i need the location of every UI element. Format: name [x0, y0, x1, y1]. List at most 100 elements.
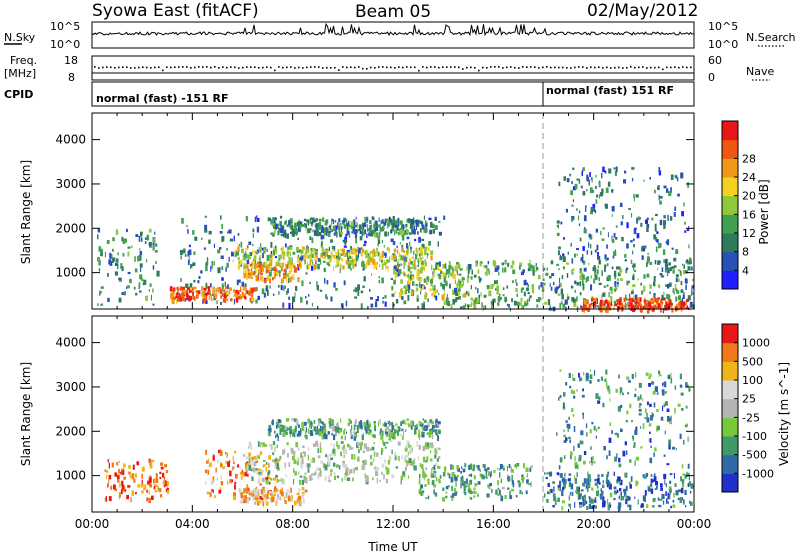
data-cell: [269, 490, 272, 494]
data-cell: [245, 456, 249, 460]
data-cell: [341, 220, 345, 225]
data-cell: [192, 296, 196, 300]
data-cell: [269, 266, 272, 270]
data-cell: [247, 274, 251, 279]
data-cell: [262, 464, 266, 467]
data-cell: [653, 189, 656, 194]
data-cell: [463, 480, 466, 485]
freq-point: [666, 66, 668, 69]
data-cell: [208, 231, 211, 235]
data-cell: [281, 425, 285, 432]
data-cell: [331, 245, 334, 250]
data-cell: [186, 294, 189, 300]
data-cell: [310, 477, 313, 480]
data-cell: [537, 275, 541, 280]
data-cell: [321, 430, 324, 434]
data-cell: [210, 294, 212, 301]
data-cell: [431, 425, 435, 429]
data-cell: [138, 236, 141, 242]
data-cell: [443, 291, 446, 296]
freq-point: [138, 66, 140, 69]
data-cell: [582, 413, 584, 419]
data-cell: [528, 264, 530, 268]
data-cell: [664, 479, 666, 485]
data-cell: [364, 240, 367, 244]
data-cell: [464, 463, 467, 468]
data-cell: [596, 194, 598, 198]
data-cell: [580, 305, 582, 308]
nsearch-tick-top: 10^5: [708, 20, 738, 33]
freq-point: [158, 66, 160, 68]
data-cell: [456, 474, 459, 478]
data-cell: [335, 251, 338, 256]
data-cell: [419, 220, 422, 225]
data-cell: [446, 293, 448, 298]
data-cell: [454, 492, 457, 496]
data-cell: [361, 228, 363, 235]
data-cell: [671, 302, 673, 306]
data-cell: [684, 278, 688, 284]
data-cell: [429, 430, 433, 433]
data-cell: [205, 262, 208, 267]
freq-point: [198, 66, 200, 68]
data-cell: [327, 255, 330, 260]
data-cell: [330, 469, 333, 473]
data-cell: [290, 262, 293, 265]
data-cell: [578, 372, 580, 378]
data-cell: [526, 473, 528, 478]
data-cell: [668, 444, 671, 450]
data-cell: [630, 240, 633, 243]
data-cell: [395, 272, 398, 277]
data-cell: [221, 266, 224, 270]
data-cell: [338, 428, 341, 433]
data-cell: [663, 291, 665, 296]
data-cell: [333, 434, 336, 441]
data-cell: [195, 290, 199, 294]
data-cell: [602, 292, 606, 297]
freq-point: [462, 68, 464, 70]
data-cell: [479, 262, 482, 267]
data-cell: [485, 472, 488, 478]
data-cell: [390, 440, 393, 443]
data-cell: [256, 458, 258, 462]
data-cell: [146, 234, 150, 241]
data-cell: [305, 426, 307, 433]
data-cell: [376, 467, 380, 470]
data-cell: [310, 423, 313, 427]
data-cell: [352, 226, 356, 232]
data-cell: [267, 264, 270, 268]
data-cell: [295, 286, 298, 291]
freq-point: [258, 67, 260, 69]
data-cell: [451, 472, 455, 477]
data-cell: [301, 459, 304, 464]
colorbar-swatch: [722, 342, 738, 362]
data-cell: [319, 469, 322, 476]
data-cell: [574, 253, 576, 258]
data-cell: [431, 264, 433, 271]
data-cell: [404, 285, 408, 291]
data-cell: [667, 283, 670, 289]
data-cell: [373, 231, 377, 238]
data-cell: [352, 477, 354, 482]
data-cell: [223, 289, 226, 293]
data-cell: [399, 254, 402, 261]
data-cell: [262, 487, 265, 493]
data-cell: [566, 262, 569, 265]
data-cell: [644, 490, 647, 496]
data-cell: [482, 474, 485, 480]
data-cell: [678, 301, 681, 307]
data-cell: [258, 246, 262, 253]
data-cell: [280, 496, 282, 501]
data-cell: [245, 250, 247, 253]
data-cell: [458, 273, 462, 276]
data-cell: [632, 435, 635, 441]
data-cell: [510, 469, 514, 473]
data-cell: [339, 252, 341, 259]
data-cell: [425, 460, 428, 463]
data-cell: [290, 496, 294, 502]
data-cell: [295, 232, 298, 236]
data-cell: [350, 434, 353, 440]
data-cell: [246, 497, 249, 504]
data-cell: [407, 274, 410, 278]
data-cell: [146, 497, 148, 502]
